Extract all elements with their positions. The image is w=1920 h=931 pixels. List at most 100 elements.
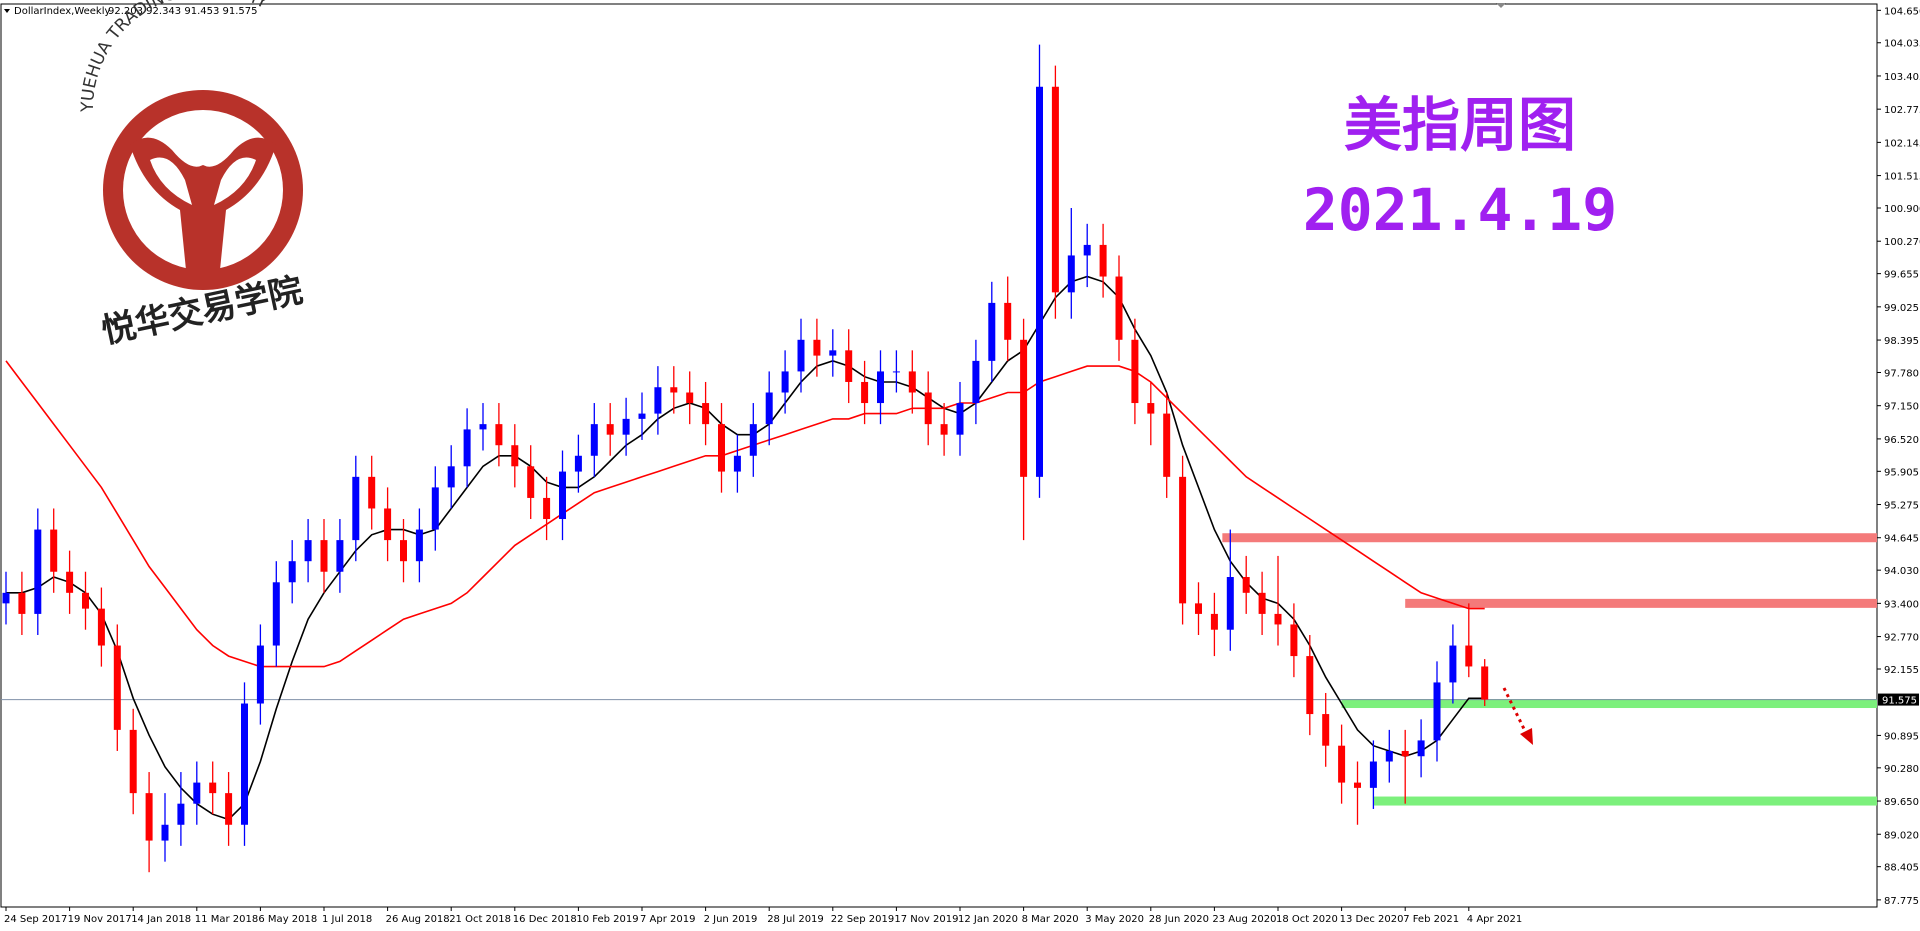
candle-body (82, 592, 89, 609)
x-tick-label: 26 Aug 2018 (386, 914, 450, 925)
candle-body (336, 540, 344, 572)
x-tick-label: 23 Aug 2020 (1212, 914, 1276, 925)
x-tick-label: 8 Mar 2020 (1022, 914, 1079, 925)
y-tick-label: 102.145 (1884, 138, 1920, 149)
candle-body (1338, 745, 1346, 783)
level-zone (1373, 796, 1877, 806)
level-zone (1341, 699, 1877, 709)
candle-body (892, 371, 900, 373)
y-tick-label: 94.030 (1884, 566, 1919, 577)
x-tick-label: 13 Dec 2020 (1340, 914, 1404, 925)
candle-body (702, 403, 710, 425)
forecast-arrowhead (1520, 728, 1533, 745)
candle-body (908, 371, 916, 393)
candle-body (368, 476, 376, 509)
candle-body (527, 466, 535, 498)
candle-body (877, 371, 884, 404)
x-tick-label: 18 Oct 2020 (1276, 914, 1338, 925)
candle-body (129, 729, 137, 794)
candle-body (225, 793, 233, 825)
candle-body (940, 424, 948, 435)
candle-body (288, 561, 296, 583)
candle-body (193, 782, 201, 804)
candle-body (1465, 645, 1473, 667)
candle-body (559, 471, 566, 520)
y-tick-label: 97.150 (1884, 402, 1919, 413)
candle-body (574, 455, 582, 472)
candle-body (718, 424, 725, 472)
level-zone (1405, 598, 1877, 608)
y-tick-label: 89.650 (1884, 797, 1919, 808)
y-tick-label: 98.395 (1884, 336, 1919, 347)
candle-body (988, 302, 996, 361)
x-tick-label: 16 Dec 2018 (513, 914, 577, 925)
candle-body (447, 466, 455, 488)
current-price-label: 91.575 (1882, 696, 1917, 707)
candle-body (384, 508, 392, 541)
candle-body (1385, 750, 1393, 762)
candle-body (1210, 613, 1218, 630)
candle-body (1020, 339, 1028, 477)
candle-body (463, 429, 471, 467)
candle-body (1179, 476, 1187, 604)
current-price-tag (1878, 693, 1919, 706)
candle-body (686, 392, 694, 404)
candle-body (622, 418, 630, 435)
candle-body (1401, 750, 1409, 757)
candle-body (606, 424, 614, 435)
y-tick-label: 100.270 (1884, 237, 1920, 248)
plot-frame (0, 3, 1878, 908)
x-tick-label: 17 Nov 2019 (894, 914, 958, 925)
candle-body (670, 387, 678, 393)
candle-body (1099, 244, 1107, 277)
candle-body (1417, 740, 1425, 757)
y-tick-label: 92.770 (1884, 633, 1919, 644)
candle-body (1115, 276, 1123, 340)
candle-body (1036, 86, 1043, 477)
candle-body (1481, 666, 1489, 700)
ohlc-label: 92.203 92.343 91.453 91.575 (108, 6, 258, 17)
x-tick-label: 12 Jan 2020 (958, 914, 1018, 925)
candle-body (400, 540, 407, 562)
candle-body (320, 540, 328, 572)
y-tick-label: 96.520 (1884, 435, 1919, 446)
candle-body (1242, 577, 1250, 593)
y-tick-label: 101.515 (1884, 172, 1920, 183)
candle-body (590, 424, 598, 456)
x-tick-label: 1 Jul 2018 (322, 914, 372, 925)
candle-body (797, 339, 805, 372)
x-tick-label: 22 Sep 2019 (831, 914, 894, 925)
candle-body (1195, 603, 1202, 614)
candle-body (50, 529, 58, 572)
candle-body (733, 455, 741, 472)
candle-body (431, 487, 439, 530)
candle-body (924, 392, 932, 425)
candle-body (511, 445, 519, 467)
annotation-title: 美指周图 (1344, 91, 1576, 159)
x-tick-label: 14 Jan 2018 (131, 914, 191, 925)
y-tick-label: 104.650 (1884, 6, 1920, 17)
scroll-marker (1496, 3, 1506, 8)
candle-body (2, 592, 10, 604)
candle-body (161, 824, 169, 841)
candle-body (1067, 255, 1075, 293)
candle-body (479, 424, 487, 430)
candle-body (272, 582, 280, 646)
candle-body (1369, 761, 1377, 788)
candle-body (241, 703, 248, 825)
y-tick-label: 89.020 (1884, 830, 1919, 841)
candle-body (1322, 714, 1330, 746)
x-tick-label: 28 Jul 2019 (767, 914, 824, 925)
candle-body (1354, 782, 1361, 788)
y-tick-label: 88.405 (1884, 863, 1919, 874)
y-tick-label: 90.280 (1884, 764, 1919, 775)
candle-body (813, 339, 821, 356)
chart-title: DollarIndex,Weekly (14, 6, 110, 17)
y-tick-label: 95.275 (1884, 501, 1919, 512)
candle-body (972, 360, 980, 404)
candle-body (861, 381, 869, 404)
moving-average (6, 275, 1485, 821)
candle-body (177, 803, 185, 825)
moving-average (5, 360, 1485, 668)
